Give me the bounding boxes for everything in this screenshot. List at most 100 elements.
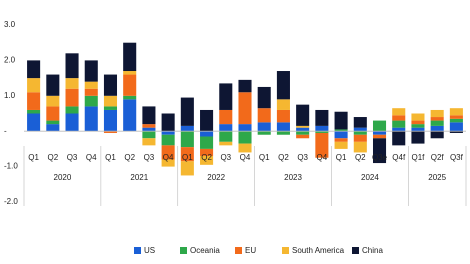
x-tick-label: Q3 (67, 153, 78, 162)
x-tick-label: Q3 (220, 153, 231, 162)
y-tick-label: 2.0 (4, 56, 16, 65)
bar-segment (238, 124, 252, 132)
bar-segment (238, 143, 252, 153)
bar-segment (180, 131, 194, 148)
y-tick-label: 1.0 (4, 91, 16, 100)
bar-segment (372, 134, 387, 139)
x-tick-label: Q2 (278, 153, 289, 162)
x-tick-label: Q2f (431, 153, 445, 162)
bar-segment (84, 81, 98, 89)
x-tick-label: Q2 (355, 153, 366, 162)
bar-segment (123, 71, 137, 75)
legend-label: China (362, 246, 383, 255)
bar-segment (296, 134, 310, 139)
bar-segment (392, 108, 406, 116)
bar-segment (392, 131, 406, 146)
bar-segment (123, 42, 137, 72)
bar-segment (238, 92, 252, 125)
y-tick-label: 3.0 (4, 20, 16, 29)
bar-segment (449, 118, 463, 123)
bar-segment (449, 108, 463, 116)
x-tick-label: Q2 (124, 153, 135, 162)
x-tick-label: Q1 (28, 153, 39, 162)
bar-segment (142, 127, 156, 132)
bar-segment (161, 131, 175, 135)
x-tick-label: Q4f (392, 153, 406, 162)
bar-segment (315, 125, 329, 132)
bar-segment (257, 131, 271, 135)
bar-segment (411, 120, 425, 125)
bar-segment (372, 131, 387, 135)
bar-segment (65, 106, 79, 114)
bar-segment (257, 122, 271, 132)
x-tick-label: Q3 (297, 153, 308, 162)
bar-segment (334, 129, 348, 132)
bar-segment (103, 106, 118, 110)
bar-segment (219, 131, 233, 142)
bar-segment (411, 124, 425, 128)
bar-segment (219, 124, 233, 132)
bar-segment (238, 79, 252, 93)
bar-segment (372, 138, 387, 164)
bar-segment (161, 159, 175, 167)
legend-swatch (180, 247, 187, 254)
bar-segment (411, 131, 425, 144)
x-tick-label: Q4 (317, 153, 328, 162)
bar-segment (161, 113, 175, 132)
bar-segment (315, 131, 329, 133)
bar-segment (65, 113, 79, 132)
bar-segment (296, 125, 310, 128)
bar-segment (103, 74, 118, 96)
bar-segment (276, 131, 290, 135)
bar-segment (334, 111, 348, 130)
bar-segment (392, 127, 406, 132)
bar-segment (334, 141, 348, 149)
bar-segment (430, 109, 444, 118)
bar-segment (276, 71, 290, 100)
bar-segment (103, 95, 118, 107)
bar-segment (65, 53, 79, 79)
y-tick-label: - (4, 126, 7, 135)
x-tick-label: Q3 (144, 153, 155, 162)
bar-segment (392, 120, 406, 128)
bar-segment (46, 124, 60, 132)
bar-segment (161, 134, 175, 146)
x-tick-label: Q1 (182, 153, 193, 162)
x-tick-label: Q1f (412, 153, 426, 162)
x-tick-label: Q4 (240, 153, 251, 162)
bar-segment (411, 113, 425, 121)
bar-segment (27, 78, 41, 93)
x-tick-label: Q2 (47, 153, 58, 162)
bar-segment (46, 106, 60, 121)
bar-segment (296, 104, 310, 126)
bar-segment (103, 109, 118, 132)
bar-segment (142, 124, 156, 128)
bar-segment (257, 108, 271, 123)
bar-segment (392, 115, 406, 121)
bar-segment (84, 106, 98, 132)
bar-segment (430, 131, 444, 139)
bar-segment (449, 122, 463, 132)
bar-segment (142, 138, 156, 146)
bar-segment (449, 131, 463, 133)
bar-segment (200, 136, 214, 149)
bar-segment (200, 131, 214, 137)
bar-segment (46, 95, 60, 107)
bar-segment (411, 127, 425, 132)
year-label: 2023 (284, 173, 302, 182)
legend-label: US (144, 246, 155, 255)
bar-segment (180, 97, 194, 126)
bar-segment (200, 109, 214, 132)
legend-label: EU (245, 246, 256, 255)
bar-segment (353, 131, 367, 135)
bar-segment (353, 117, 367, 128)
bar-segment (65, 88, 79, 107)
bar-segment (334, 131, 348, 139)
bar-segment (27, 113, 41, 132)
x-tick-label: Q4 (86, 153, 97, 162)
bar-segment (84, 60, 98, 82)
year-label: 2020 (54, 173, 72, 182)
bar-segment (123, 74, 137, 96)
x-tick-label: Q3f (450, 153, 464, 162)
